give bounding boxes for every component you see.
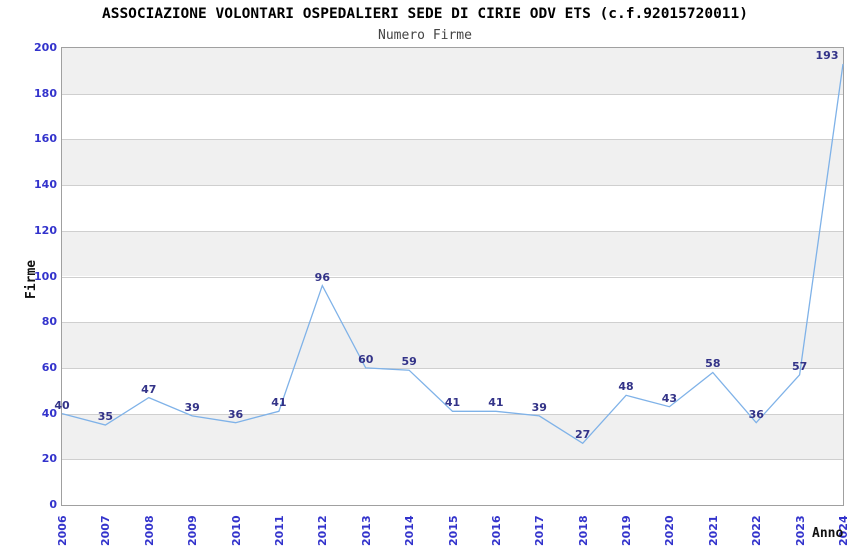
data-point-label: 27 [575, 428, 591, 442]
data-point-label: 41 [271, 396, 287, 410]
y-tick-label: 40 [41, 406, 57, 420]
y-tick-label: 100 [34, 269, 57, 283]
line-series [61, 63, 844, 445]
data-point-label: 96 [314, 270, 330, 284]
x-tick-label: 2021 [706, 515, 720, 546]
data-point-label: 43 [661, 391, 678, 405]
plot-band [62, 139, 843, 186]
chart-subtitle: Numero Firme [378, 28, 472, 43]
gridline [62, 230, 843, 232]
y-tick-label: 0 [49, 498, 57, 511]
x-tick-label: 2013 [359, 515, 373, 546]
series-polyline [61, 63, 844, 445]
data-point-label: 59 [401, 355, 417, 369]
y-tick-label: 80 [41, 315, 57, 329]
data-point-label: 58 [705, 357, 721, 371]
x-tick-label: 2009 [186, 515, 200, 546]
gridline [62, 185, 843, 187]
plot-band [62, 93, 843, 140]
x-tick-label: 2006 [56, 515, 69, 546]
plot-band [62, 367, 843, 414]
gridline [62, 413, 843, 415]
data-point-label: 40 [54, 398, 70, 412]
y-tick-label: 140 [34, 178, 57, 192]
gridline [62, 276, 843, 278]
plot-band [62, 185, 843, 231]
x-tick-label: 2014 [403, 515, 417, 546]
plot-band [62, 413, 843, 460]
data-point-label: 60 [358, 352, 374, 366]
x-tick-label: 2008 [142, 515, 156, 546]
x-tick-label: 2011 [272, 515, 286, 546]
data-point-label: 35 [97, 410, 114, 424]
gridline [62, 93, 843, 95]
x-tick-label: 2012 [316, 515, 330, 546]
data-point-label: 41 [488, 396, 504, 410]
x-tick-label: 2019 [620, 515, 634, 546]
data-point-label: 193 [815, 48, 839, 62]
y-tick-label: 120 [34, 223, 57, 237]
gridline [62, 139, 843, 141]
x-tick-label: 2017 [533, 515, 547, 546]
plot-band [62, 459, 843, 505]
data-point-label: 48 [618, 380, 634, 394]
chart-title: ASSOCIAZIONE VOLONTARI OSPEDALIERI SEDE … [101, 6, 748, 22]
data-point-label: 41 [444, 396, 461, 410]
plot-area: 40 35 47 39 36 41 96 60 59 41 41 39 27 48 43 58 36 57 193 [54, 47, 844, 506]
x-tick-label: 2023 [793, 515, 807, 546]
data-point-label: 57 [791, 359, 808, 373]
gridline [62, 322, 843, 324]
gridline [62, 459, 843, 461]
x-tick-label: 2010 [229, 515, 243, 546]
x-tick-label: 2022 [750, 515, 764, 546]
x-tick-label: 2018 [576, 515, 590, 546]
x-tick-label: 2007 [99, 515, 113, 546]
x-tick-label: 2020 [663, 515, 677, 546]
plot-band [62, 276, 843, 323]
plot-band [62, 230, 843, 277]
y-tick-label: 20 [41, 452, 57, 466]
y-tick-label: 160 [34, 132, 57, 146]
plot-band [62, 322, 843, 368]
data-point-label: 39 [184, 400, 200, 414]
y-tick-label: 200 [34, 41, 57, 54]
x-tick-label: 2015 [446, 515, 460, 546]
plot-band [62, 48, 843, 94]
y-tick-label: 180 [34, 86, 57, 100]
data-point-label: 47 [141, 382, 157, 396]
data-point-label: 36 [748, 407, 764, 421]
data-point-label: 36 [227, 407, 244, 421]
x-axis-title: Anno [812, 526, 844, 541]
gridline [62, 367, 843, 369]
x-tick-label: 2016 [489, 515, 503, 546]
y-tick-label: 60 [41, 360, 57, 374]
data-point-label: 39 [531, 400, 547, 414]
